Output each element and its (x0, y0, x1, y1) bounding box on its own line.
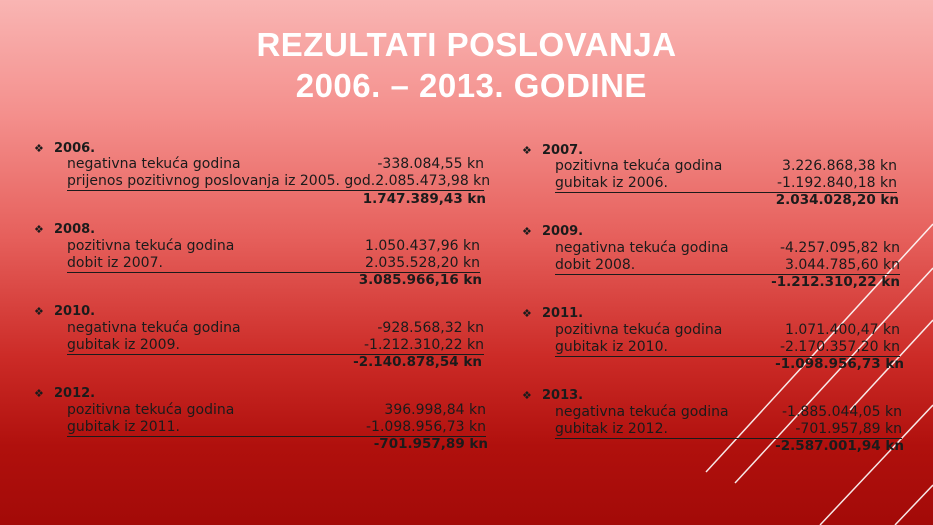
result-row: negativna tekuća godina -928.568,32 kn (67, 320, 484, 337)
result-row: pozitivna tekuća godina 1.050.437,96 kn (67, 238, 480, 255)
result-row: gubitak iz 2012. -701.957,89 kn (555, 421, 902, 439)
year-block-2007: ❖ 2007. pozitivna tekuća godina 3.226.868,… (522, 143, 899, 211)
deco-line-5 (894, 484, 933, 525)
year-total: -2.587.001,94 kn (775, 438, 904, 454)
result-row: prijenos pozitivnog poslovanja iz 2005. … (67, 173, 490, 191)
row-value: -1.098.956,73 kn (366, 419, 486, 435)
title-line-2: 2006. – 2013. GODINE (286, 67, 647, 104)
diamond-bullet-icon: ❖ (522, 225, 532, 238)
year-label: 2011. (542, 306, 584, 321)
result-row: gubitak iz 2009. -1.212.310,22 kn (67, 337, 484, 355)
year-label: 2007. (542, 143, 584, 158)
deco-line-3 (849, 319, 933, 411)
row-label: pozitivna tekuća godina (555, 158, 723, 174)
deco-line-1 (705, 223, 933, 473)
row-value: 3.226.868,38 kn (782, 158, 897, 174)
year-label: 2006. (54, 141, 96, 156)
row-label: negativna tekuća godina (555, 404, 729, 420)
year-block-2008: ❖ 2008. pozitivna tekuća godina 1.050.437,… (34, 222, 482, 290)
year-label: 2013. (542, 388, 584, 403)
row-label: pozitivna tekuća godina (555, 322, 723, 338)
result-row: gubitak iz 2010. -2.170.357,20 kn (555, 339, 900, 357)
row-value: -338.084,55 kn (377, 156, 484, 172)
row-value: -701.957,89 kn (795, 421, 902, 437)
year-block-2010: ❖ 2010. negativna tekuća godina -928.568,3… (34, 304, 486, 372)
result-row: gubitak iz 2006. -1.192.840,18 kn (555, 175, 897, 193)
row-value: -2.170.357,20 kn (780, 339, 900, 355)
diamond-bullet-icon: ❖ (34, 142, 44, 155)
diamond-bullet-icon: ❖ (522, 144, 532, 157)
result-row: dobit 2008. 3.044.785,60 kn (555, 257, 900, 275)
result-row: negativna tekuća godina -1.885.044,05 kn (555, 404, 902, 421)
year-label: 2010. (54, 304, 96, 319)
result-row: pozitivna tekuća godina 3.226.868,38 kn (555, 158, 897, 175)
deco-line-2 (734, 267, 933, 484)
row-label: pozitivna tekuća godina (67, 402, 235, 418)
year-total: -701.957,89 kn (373, 436, 488, 452)
row-label: pozitivna tekuća godina (67, 238, 235, 254)
row-value: 3.044.785,60 kn (785, 257, 900, 273)
row-label: gubitak iz 2006. (555, 175, 668, 191)
diamond-bullet-icon: ❖ (522, 389, 532, 402)
row-label: gubitak iz 2009. (67, 337, 180, 353)
row-value: 2.035.528,20 kn (365, 255, 480, 271)
row-value: -1.192.840,18 kn (777, 175, 897, 191)
year-total: -1.098.956,73 kn (775, 356, 904, 372)
result-row: dobit iz 2007. 2.035.528,20 kn (67, 255, 480, 273)
year-label: 2009. (542, 224, 584, 239)
result-row: negativna tekuća godina -338.084,55 kn (67, 156, 484, 173)
year-block-2006: ❖ 2006. negativna tekuća godina -338.084,5… (34, 141, 490, 209)
row-label: negativna tekuća godina (555, 240, 729, 256)
diamond-bullet-icon: ❖ (34, 305, 44, 318)
deco-line-4 (819, 404, 933, 525)
result-row: pozitivna tekuća godina 396.998,84 kn (67, 402, 486, 419)
year-label: 2012. (54, 386, 96, 401)
row-value: -1.212.310,22 kn (364, 337, 484, 353)
diamond-bullet-icon: ❖ (34, 223, 44, 236)
row-label: dobit 2008. (555, 257, 636, 273)
diamond-bullet-icon: ❖ (34, 387, 44, 400)
row-value: -4.257.095,82 kn (780, 240, 900, 256)
row-value: 396.998,84 kn (384, 402, 486, 418)
row-label: gubitak iz 2011. (67, 419, 180, 435)
result-row: gubitak iz 2011. -1.098.956,73 kn (67, 419, 486, 437)
row-value: -928.568,32 kn (377, 320, 484, 336)
year-block-2011: ❖ 2011. pozitivna tekuća godina 1.071.400,… (522, 306, 904, 374)
year-total: -1.212.310,22 kn (771, 274, 900, 290)
row-value: 1.071.400,47 kn (785, 322, 900, 338)
row-label: negativna tekuća godina (67, 320, 241, 336)
year-total: 1.747.389,43 kn (362, 191, 486, 207)
row-label: gubitak iz 2012. (555, 421, 668, 437)
year-block-2013: ❖ 2013. negativna tekuća godina -1.885.044… (522, 388, 904, 456)
result-row: negativna tekuća godina -4.257.095,82 kn (555, 240, 900, 257)
title-line-1: REZULTATI POSLOVANJA (256, 26, 677, 63)
row-label: negativna tekuća godina (67, 156, 241, 172)
year-total: 2.034.028,20 kn (775, 192, 899, 208)
row-label: gubitak iz 2010. (555, 339, 668, 355)
year-label: 2008. (54, 222, 96, 237)
row-value: 1.050.437,96 kn (365, 238, 480, 254)
year-block-2012: ❖ 2012. pozitivna tekuća godina 396.998,84… (34, 386, 488, 454)
year-block-2009: ❖ 2009. negativna tekuća godina -4.257.095… (522, 224, 900, 292)
result-row: pozitivna tekuća godina 1.071.400,47 kn (555, 322, 900, 339)
row-value: -1.885.044,05 kn (782, 404, 902, 420)
row-label: prijenos pozitivnog poslovanja iz 2005. … (67, 173, 376, 189)
row-value: 2.085.473,98 kn (375, 173, 491, 189)
year-total: -2.140.878,54 kn (353, 354, 482, 370)
year-total: 3.085.966,16 kn (358, 272, 482, 288)
row-label: dobit iz 2007. (67, 255, 163, 271)
diamond-bullet-icon: ❖ (522, 307, 532, 320)
page-title: REZULTATI POSLOVANJA 2006. – 2013. GODIN… (0, 24, 933, 106)
